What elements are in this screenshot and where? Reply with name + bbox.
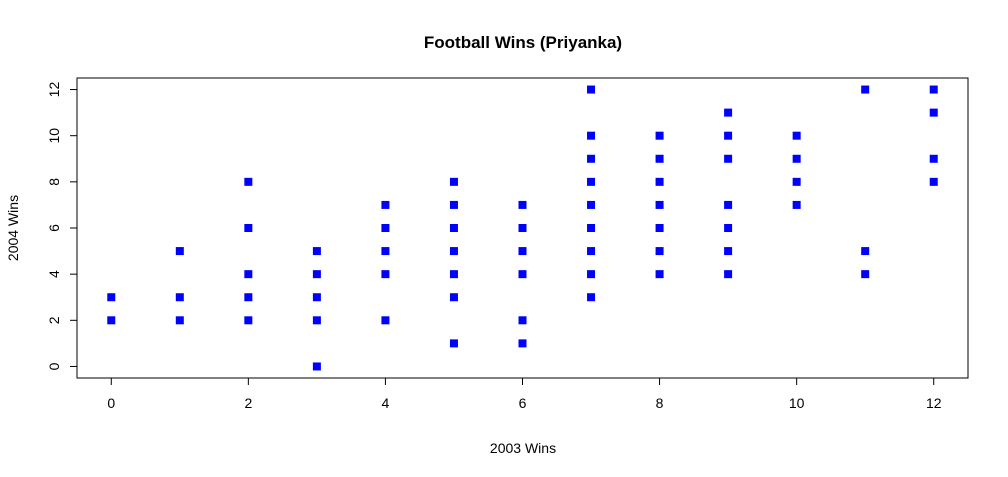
data-point [655,131,664,140]
data-point [655,200,664,209]
data-point [449,293,458,302]
data-point [861,247,870,256]
x-axis-label: 2003 Wins [490,440,556,456]
y-tick-label: 10 [46,128,62,144]
data-point [724,224,733,232]
data-point [587,247,596,256]
y-tick-label: 8 [46,178,62,186]
data-points [107,85,938,371]
data-point [312,362,321,371]
data-point [518,247,527,256]
data-point [518,316,527,325]
data-point [861,270,870,279]
data-point [792,200,801,209]
data-point [449,247,458,256]
data-point [175,316,184,325]
data-point [929,154,938,163]
y-tick-label: 2 [46,316,62,324]
data-point [929,108,938,117]
data-point [449,339,458,348]
data-point [587,154,596,163]
data-point [107,293,116,302]
data-point [724,154,733,163]
data-point [107,316,116,325]
y-tick-label: 6 [46,224,62,232]
data-point [587,85,596,94]
y-axis: 0 2 4 6 8 10 12 [46,82,78,370]
y-tick-label: 4 [46,270,62,278]
data-point [449,177,458,186]
data-point [587,131,596,140]
x-tick-label: 4 [382,395,390,411]
data-point [381,224,390,232]
y-axis-label: 2004 Wins [5,195,21,261]
data-point [792,177,801,186]
data-point [312,316,321,325]
data-point [655,224,664,232]
data-point [792,131,801,140]
data-point [724,270,733,279]
data-point [724,131,733,140]
data-point [929,177,938,186]
x-tick-label: 0 [107,395,115,411]
data-point [449,200,458,209]
data-point [518,224,527,232]
data-point [587,270,596,279]
data-point [655,270,664,279]
data-point [655,177,664,186]
x-tick-label: 12 [926,395,942,411]
data-point [312,270,321,279]
data-point [175,293,184,302]
data-point [724,200,733,209]
data-point [587,293,596,302]
data-point [518,339,527,348]
data-point [792,154,801,163]
data-point [724,247,733,256]
data-point [587,177,596,186]
x-tick-label: 6 [519,395,527,411]
data-point [861,85,870,94]
data-point [244,293,253,302]
y-tick-label: 12 [46,82,62,98]
data-point [724,108,733,117]
data-point [449,224,458,232]
data-point [929,85,938,94]
data-point [244,224,253,232]
x-tick-label: 8 [656,395,664,411]
data-point [587,224,596,232]
x-tick-label: 10 [789,395,805,411]
x-axis: 0 2 4 6 8 10 12 [107,377,942,411]
data-point [381,247,390,256]
data-point [244,270,253,279]
data-point [518,270,527,279]
data-point [312,293,321,302]
data-point [655,154,664,163]
data-point [175,247,184,256]
data-point [655,247,664,256]
data-point [518,200,527,209]
data-point [244,316,253,325]
data-point [312,247,321,256]
chart-title: Football Wins (Priyanka) [424,33,622,52]
data-point [449,270,458,279]
x-tick-label: 2 [244,395,252,411]
y-tick-label: 0 [46,362,62,370]
data-point [381,316,390,325]
data-point [381,200,390,209]
data-point [381,270,390,279]
data-point [587,200,596,209]
data-point [244,177,253,186]
